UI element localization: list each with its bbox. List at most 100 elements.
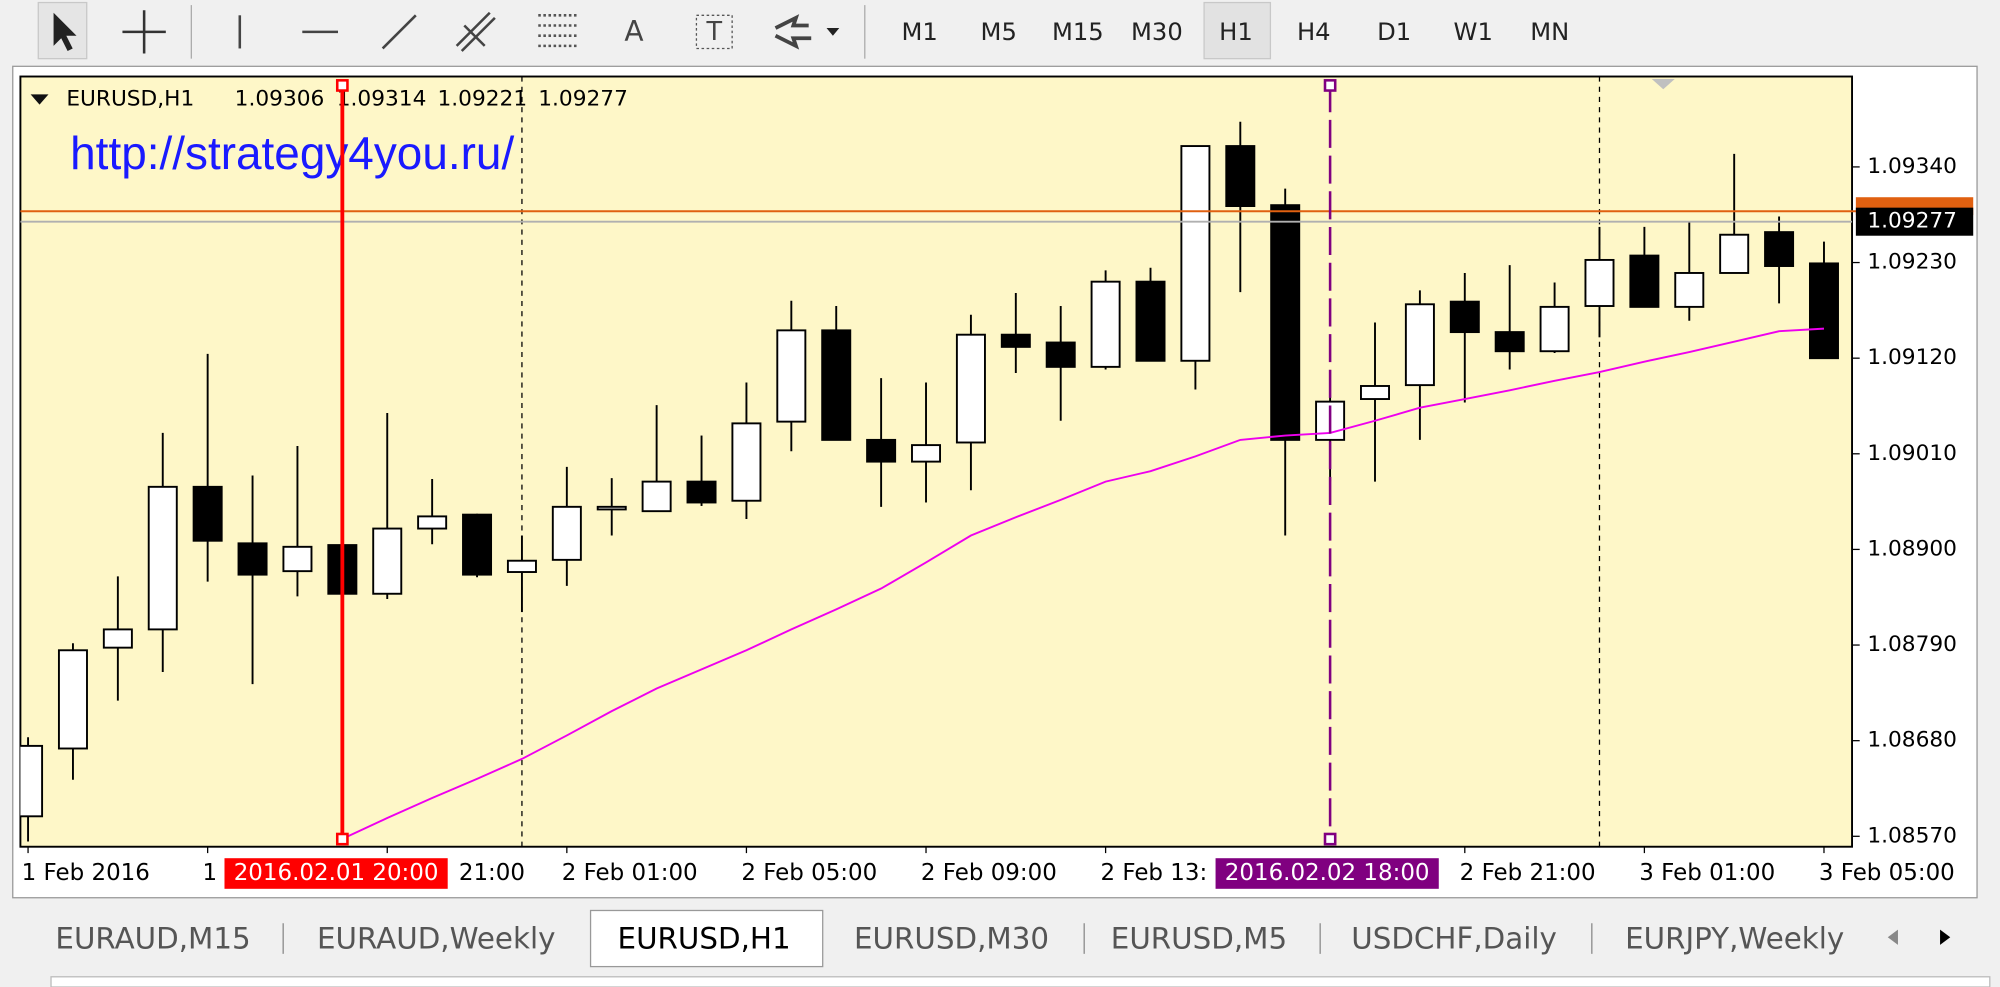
text-tool-t: T: [705, 17, 722, 47]
x-tick-label: 3 Feb 05:00: [1819, 860, 1955, 886]
x-tick-label: 1 Feb 2016: [22, 860, 150, 886]
chart-tab[interactable]: EURUSD,M5: [1111, 921, 1287, 955]
candle-up: [147, 485, 178, 631]
marker-handle[interactable]: [335, 79, 349, 92]
marker-handle[interactable]: [1323, 79, 1337, 92]
candle-up: [1674, 272, 1705, 308]
marker-label: 2016.02.02 18:00: [1225, 860, 1430, 886]
status-strip: [50, 976, 1991, 987]
header-triangle[interactable]: [30, 94, 49, 105]
cursor-icon: [53, 12, 77, 52]
candle-down: [1270, 204, 1301, 441]
x-tick-label: 1: [203, 860, 218, 886]
timeframe-button[interactable]: M5: [981, 18, 1017, 46]
candle-down: [686, 480, 717, 504]
dropdown-icon[interactable]: [826, 28, 840, 36]
chart-tab[interactable]: USDCHF,Daily: [1351, 921, 1557, 955]
x-tick-label: 2 Feb 01:00: [562, 860, 698, 886]
y-tick-label: 1.08570: [1867, 823, 1957, 848]
y-tick-label: 1.08900: [1867, 536, 1957, 561]
chart-frame: [12, 65, 1978, 899]
timeframe-button[interactable]: H4: [1297, 18, 1331, 46]
chart-tab[interactable]: EURAUD,M15: [55, 921, 250, 955]
chart-tab[interactable]: EURJPY,Weekly: [1625, 921, 1844, 955]
toolbar: [37, 1, 1272, 60]
symbol: EURUSD,H1: [66, 86, 194, 111]
candle-up: [20, 744, 44, 818]
x-tick-label: 2 Feb 13:: [1101, 860, 1208, 886]
marker-label: 2016.02.01 20:00: [234, 860, 439, 886]
timeframe-button[interactable]: M15: [1052, 18, 1104, 46]
marker-handle[interactable]: [335, 832, 349, 846]
marker-handle[interactable]: [1323, 832, 1337, 846]
timeframe-button[interactable]: M1: [901, 18, 937, 46]
candle-up: [417, 515, 448, 530]
shift-marker[interactable]: [1651, 79, 1675, 90]
candle-up: [372, 527, 403, 595]
candle-up: [1584, 258, 1615, 307]
candle-up: [911, 444, 942, 463]
candle-up: [1404, 303, 1435, 387]
crosshair-icon[interactable]: [122, 10, 166, 54]
y-tick-label: 1.09340: [1867, 154, 1957, 179]
candle-down: [866, 438, 897, 463]
candle-down: [1225, 145, 1256, 207]
x-tick-label: 2 Feb 05:00: [741, 860, 877, 886]
x-tick-label: 2 Feb 09:00: [921, 860, 1057, 886]
candle-up: [1360, 385, 1390, 400]
candle-up: [641, 480, 672, 513]
candle-up: [551, 505, 582, 561]
textlabel-icon[interactable]: [695, 14, 733, 50]
bid-price-label: 1.09277: [1867, 209, 1957, 234]
chart-tab[interactable]: EURAUD,Weekly: [317, 921, 556, 955]
x-tick-label: 21:00: [459, 860, 525, 886]
timeframe-button[interactable]: W1: [1454, 18, 1493, 46]
chart-tab[interactable]: EURUSD,M30: [854, 921, 1049, 955]
plot: [20, 76, 1839, 847]
tab-bar: [10, 907, 1988, 972]
chart-tab[interactable]: EURUSD,H1: [618, 921, 791, 955]
candle-up: [596, 505, 627, 511]
candle-down: [821, 329, 852, 441]
candle-down: [1135, 280, 1166, 362]
candle-up: [731, 422, 762, 502]
candle-down: [1000, 333, 1031, 348]
ohlc-value: 1.09277: [538, 86, 628, 111]
watermark: http://strategy4you.ru/: [70, 127, 514, 179]
text-tool[interactable]: A: [624, 15, 643, 48]
candle-down: [192, 485, 223, 542]
trendline-icon[interactable]: [381, 14, 417, 50]
active-timeframe-bg: [1203, 1, 1272, 60]
candle-up: [955, 333, 986, 444]
x-tick-label: 3 Feb 01:00: [1639, 860, 1775, 886]
candle-down: [1045, 341, 1076, 368]
tab-scroll-left[interactable]: [1887, 929, 1898, 945]
timeframe-button[interactable]: MN: [1530, 18, 1569, 46]
candle-up: [1090, 280, 1121, 368]
candle-down: [237, 542, 268, 576]
candle-down: [462, 513, 493, 576]
ohlc-value: 1.09314: [337, 86, 427, 111]
bid-price-tag: [1855, 207, 1974, 236]
y-tick-label: 1.09120: [1867, 345, 1957, 370]
timeframe-button[interactable]: D1: [1377, 18, 1411, 46]
candle-up: [1180, 145, 1211, 362]
timeframe-button[interactable]: H1: [1219, 18, 1253, 46]
candle-up: [282, 545, 313, 573]
x-tick-label: 2 Feb 21:00: [1460, 860, 1596, 886]
y-tick-label: 1.08680: [1867, 728, 1957, 753]
y-tick-label: 1.09230: [1867, 250, 1957, 275]
candle-up: [1539, 305, 1570, 353]
candle-down: [1764, 231, 1795, 267]
channel-icon[interactable]: [455, 11, 496, 52]
candle-down: [1629, 254, 1660, 308]
candle-up: [102, 628, 133, 649]
candle-up: [1719, 233, 1750, 274]
y-tick-label: 1.09010: [1867, 441, 1957, 466]
chart-header: EURUSD,H1 1.09306 1.09314 1.09221 1.09277: [66, 86, 628, 111]
ohlc-value: 1.09306: [235, 86, 325, 111]
timeframe-button[interactable]: M30: [1131, 18, 1183, 46]
tab-scroll-right[interactable]: [1940, 929, 1951, 945]
arrows-icon[interactable]: [774, 14, 812, 50]
